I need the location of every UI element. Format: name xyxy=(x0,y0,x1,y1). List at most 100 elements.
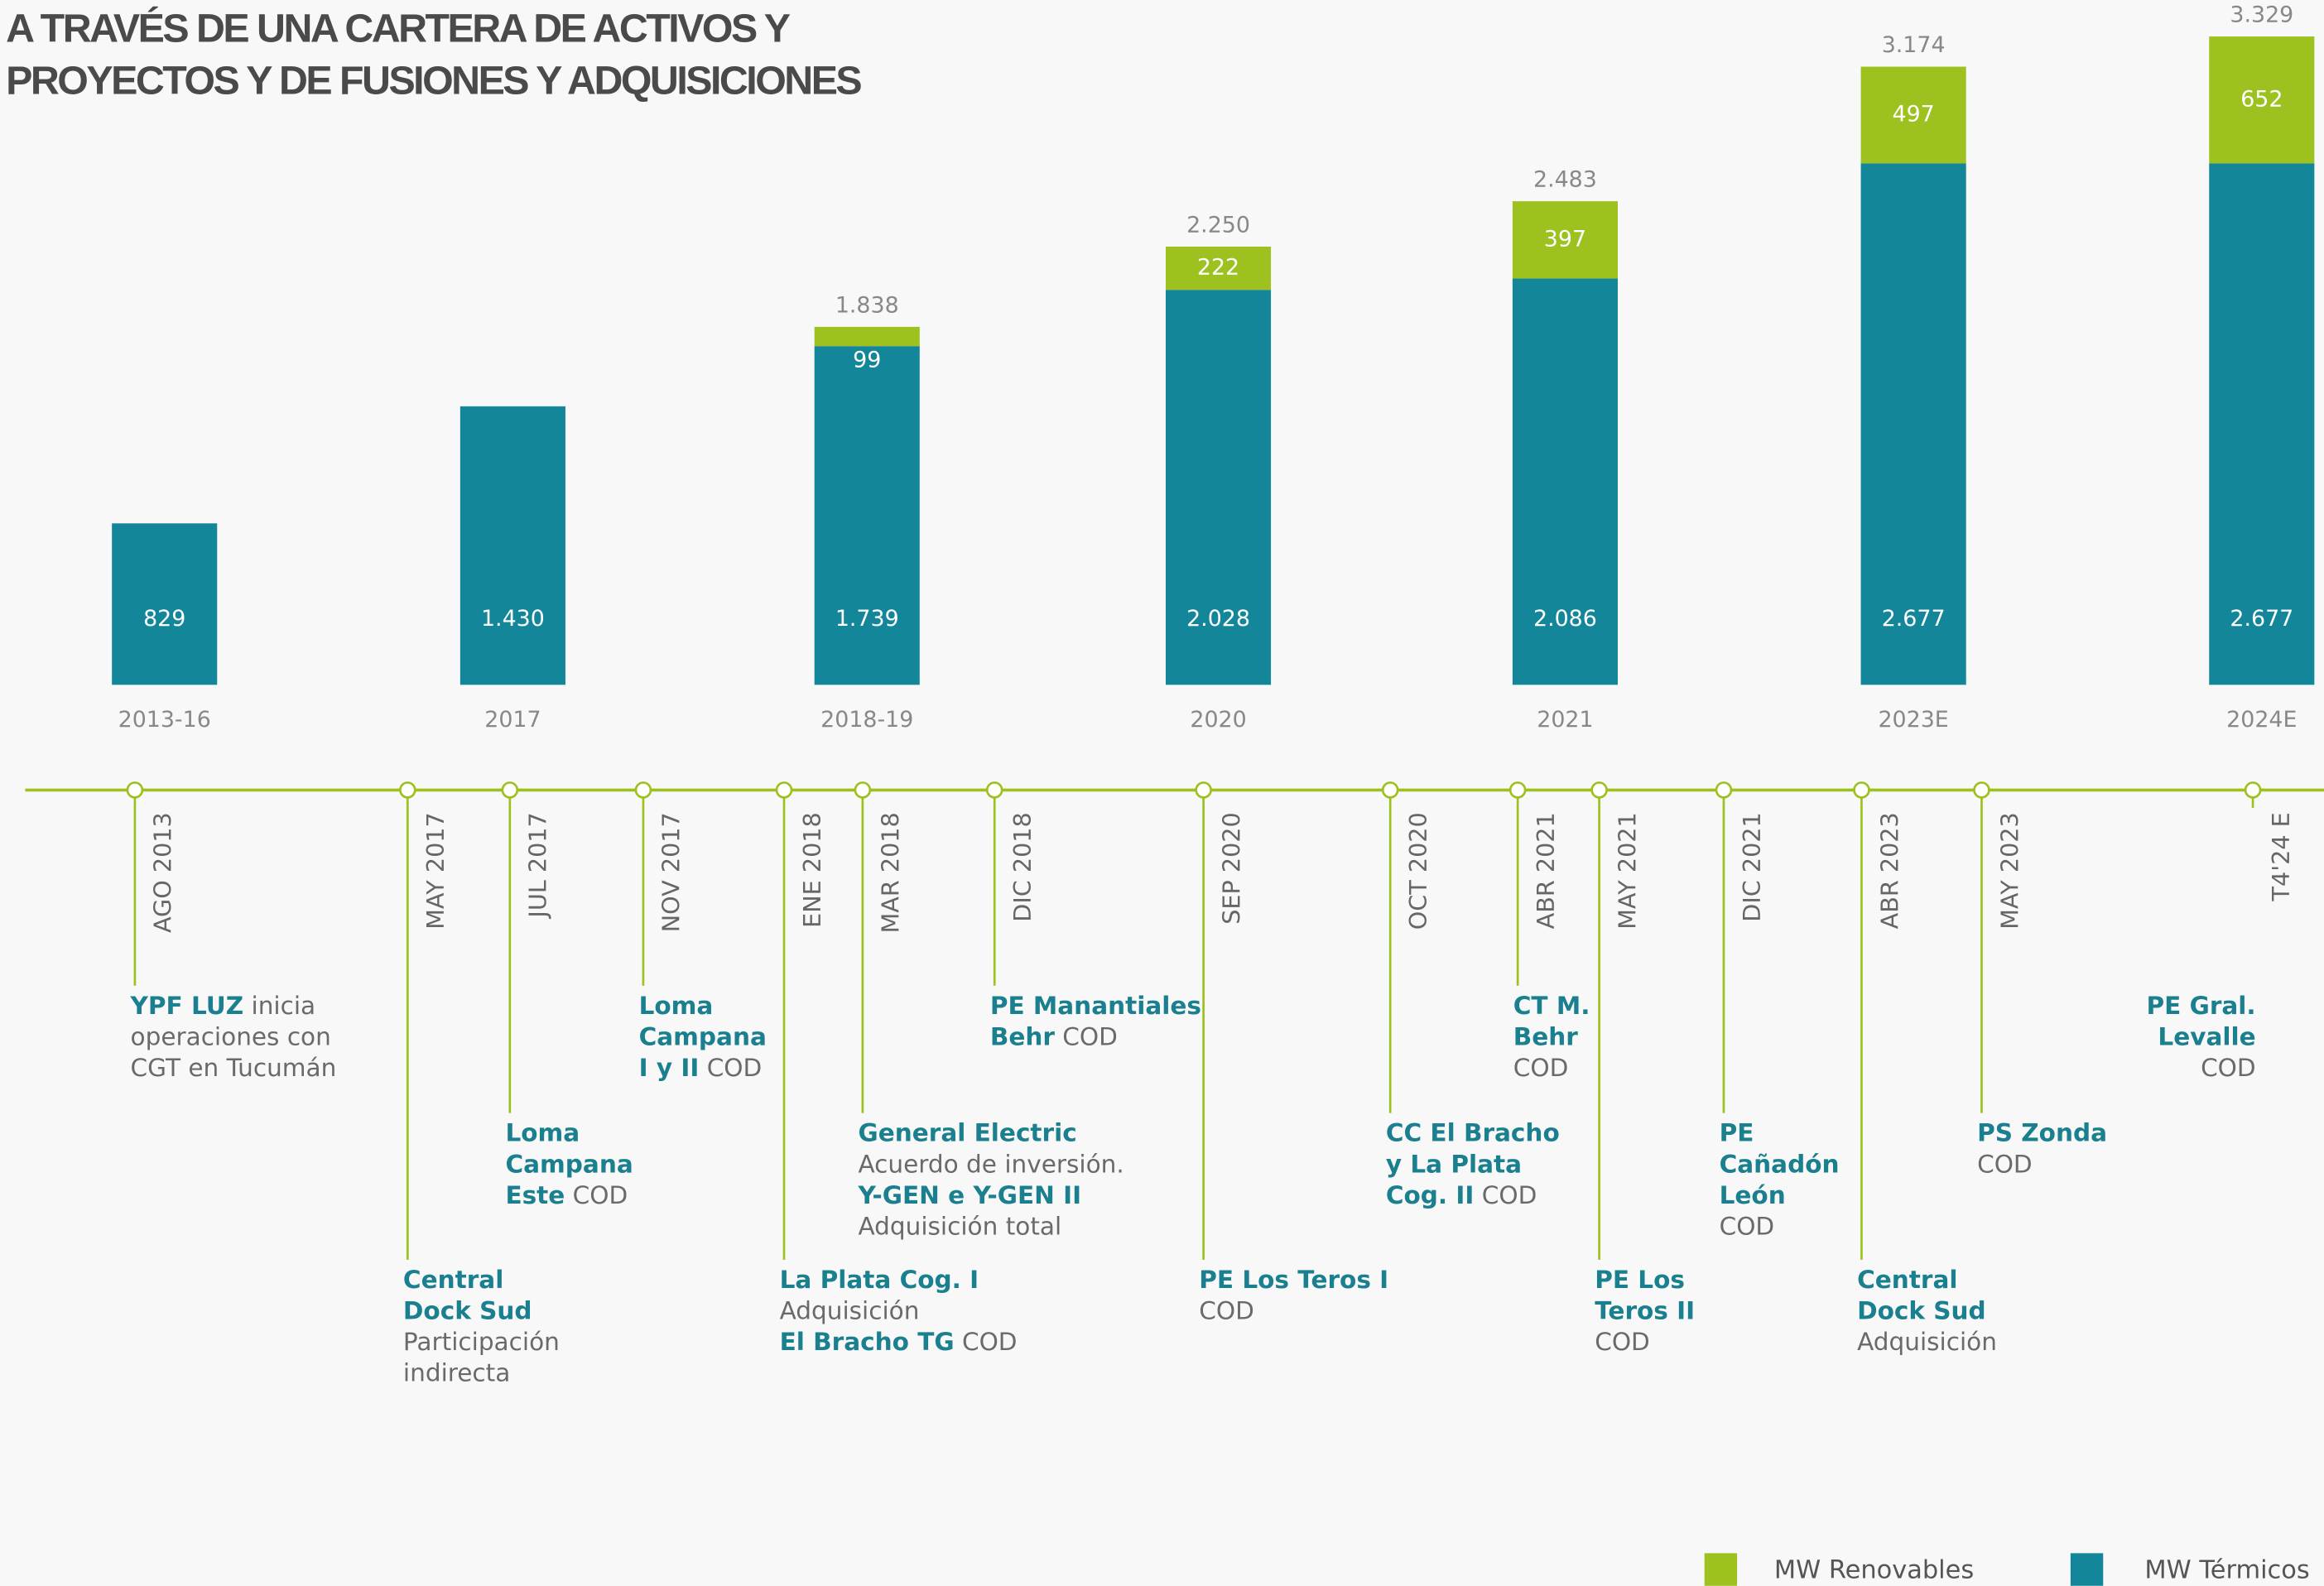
event-text-segment: Participación xyxy=(403,1328,560,1356)
event-text-segment: Behr xyxy=(1513,1022,1579,1050)
event-text: Loma xyxy=(505,1118,580,1146)
event-marker xyxy=(1195,781,1212,799)
event-text-segment: Dock Sud xyxy=(403,1296,532,1324)
event-text-segment: PE Los Teros I xyxy=(1199,1265,1388,1293)
event-marker xyxy=(1590,781,1608,799)
event-text: Y-GEN e Y-GEN II xyxy=(858,1180,1082,1209)
event-text-segment: Campana xyxy=(639,1022,767,1050)
bar-segment xyxy=(814,326,920,347)
event-date: MAY 2017 xyxy=(421,812,450,930)
event-text-segment: COD xyxy=(2201,1053,2256,1081)
event-text-segment: inicia xyxy=(243,991,315,1019)
event-text-segment: PE Gral. xyxy=(2147,991,2256,1019)
event-text: León xyxy=(1720,1180,1786,1209)
bar-segment xyxy=(1165,290,1272,685)
x-tick-label: 2023E xyxy=(1878,707,1948,733)
event-date: ENE 2018 xyxy=(798,812,826,928)
event-text-segment: COD xyxy=(1977,1150,2033,1178)
bar-segment xyxy=(1860,66,1966,164)
event-date: ABR 2021 xyxy=(1532,812,1560,929)
event-text: YPF LUZ inicia xyxy=(130,991,316,1019)
bar-segment xyxy=(112,523,218,685)
event-text: CC El Bracho xyxy=(1386,1118,1560,1146)
event-text: General Electric xyxy=(859,1118,1077,1146)
event-text: indirecta xyxy=(403,1358,510,1387)
x-tick-label: 2018-19 xyxy=(820,707,913,733)
event-text: COD xyxy=(1513,1053,1569,1081)
event-text: Adquisición total xyxy=(859,1212,1062,1240)
bar-segment xyxy=(2209,36,2315,164)
event-marker xyxy=(634,781,652,799)
event-text-segment: Dock Sud xyxy=(1857,1296,1986,1324)
event-text: operaciones con xyxy=(131,1022,331,1050)
event-text-segment: PE Los xyxy=(1595,1265,1685,1293)
legend-swatch xyxy=(1704,1553,1738,1586)
event-text-segment: El Bracho TG xyxy=(780,1328,955,1356)
event-text-segment: COD xyxy=(699,1053,762,1081)
event-text: CT M. xyxy=(1513,991,1590,1019)
value-label: 2.677 xyxy=(2230,606,2293,632)
x-tick-label: 2013-16 xyxy=(118,707,211,733)
bar-segment xyxy=(1512,278,1618,685)
event-text: Este COD xyxy=(505,1180,628,1209)
event-marker xyxy=(1853,781,1870,799)
event-date: OCT 2020 xyxy=(1404,812,1432,930)
event-text-segment: Este xyxy=(505,1180,565,1209)
legend-label: MW Renovables xyxy=(1774,1555,1974,1584)
event-text-segment: Behr xyxy=(990,1022,1056,1050)
total-label: 1.838 xyxy=(835,292,899,318)
bar-segment xyxy=(1165,246,1272,291)
event-marker xyxy=(1508,781,1527,799)
event-text-segment: COD xyxy=(1595,1328,1650,1356)
event-text-segment: Campana xyxy=(505,1150,633,1178)
event-date: JUL 2017 xyxy=(524,812,552,919)
event-text-segment: Adquisición total xyxy=(859,1212,1062,1240)
event-text-segment: YPF LUZ xyxy=(130,991,244,1019)
event-text-segment: Central xyxy=(403,1265,503,1293)
event-text: Central xyxy=(1857,1265,1957,1293)
event-text: Dock Sud xyxy=(1857,1296,1986,1324)
value-label: 222 xyxy=(1197,255,1239,281)
event-marker xyxy=(1381,781,1399,799)
event-marker xyxy=(1973,781,1990,799)
event-text-segment: Loma xyxy=(639,991,714,1019)
event-date: ABR 2023 xyxy=(1875,812,1903,929)
event-date: SEP 2020 xyxy=(1217,812,1245,924)
event-text-segment: I y II xyxy=(639,1053,700,1081)
event-text: Central xyxy=(403,1265,503,1293)
event-text-segment: Cog. II xyxy=(1386,1180,1475,1209)
total-label: 3.329 xyxy=(2230,2,2293,28)
event-text-segment: CGT en Tucumán xyxy=(131,1053,337,1081)
value-label: 652 xyxy=(2240,86,2283,112)
event-text-segment: Central xyxy=(1857,1265,1957,1293)
event-text: PE Gral. xyxy=(2147,991,2256,1019)
event-text-segment: León xyxy=(1720,1180,1786,1209)
chart-title: PROYECTOS Y DE FUSIONES Y ADQUISICIONES xyxy=(6,58,861,103)
event-text: Cog. II COD xyxy=(1386,1180,1537,1209)
event-text: PE Los Teros I xyxy=(1199,1265,1388,1293)
x-tick-label: 2021 xyxy=(1537,707,1593,733)
event-text: Adquisición xyxy=(780,1296,920,1324)
legend-label: MW Térmicos xyxy=(2144,1555,2309,1584)
event-text-segment: COD xyxy=(1055,1022,1118,1050)
event-text: Teros II xyxy=(1595,1296,1695,1324)
event-date: T4'24 E xyxy=(2267,812,2295,901)
event-marker xyxy=(1715,781,1733,799)
event-date: DIC 2018 xyxy=(1008,812,1037,921)
chart-title: A TRAVÉS DE UNA CARTERA DE ACTIVOS Y xyxy=(6,7,791,51)
event-text: PE Manantiales xyxy=(990,991,1201,1019)
event-text: Behr xyxy=(1513,1022,1579,1050)
event-text-segment: Adquisición xyxy=(1857,1328,1997,1356)
value-label: 829 xyxy=(143,606,185,632)
x-tick-label: 2024E xyxy=(2226,707,2297,733)
value-label: 2.677 xyxy=(1882,606,1946,632)
event-text: Acuerdo de inversión. xyxy=(859,1150,1124,1178)
event-text: COD xyxy=(2201,1053,2256,1081)
bar-segment xyxy=(1860,163,1966,685)
event-text-segment: PS Zonda xyxy=(1977,1118,2107,1146)
event-text: Participación xyxy=(403,1328,560,1356)
event-text: PE Los xyxy=(1595,1265,1685,1293)
event-marker xyxy=(126,781,144,799)
event-text-segment: indirecta xyxy=(403,1358,510,1387)
